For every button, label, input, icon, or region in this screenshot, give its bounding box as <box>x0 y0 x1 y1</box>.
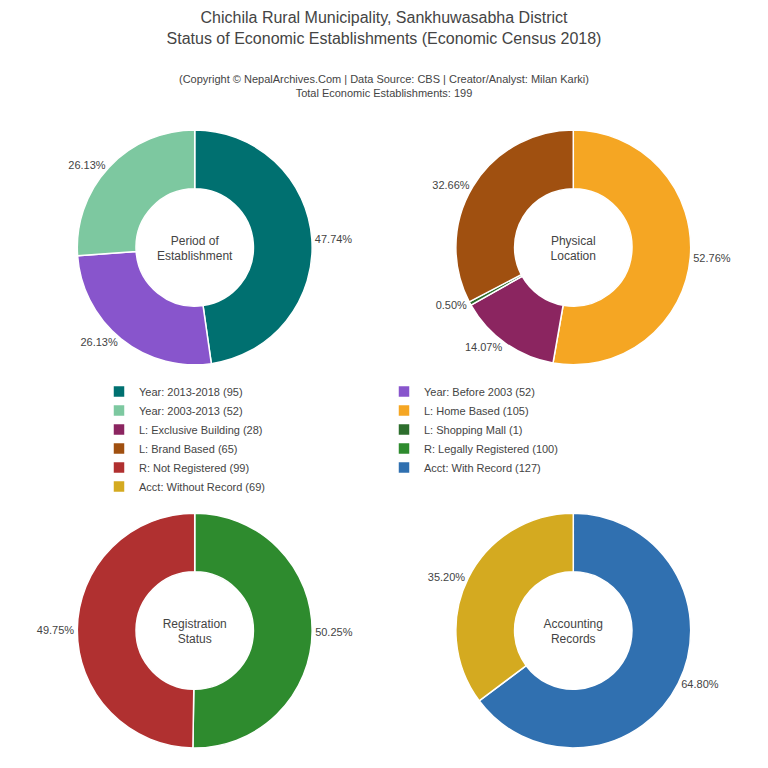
svg-text:L: Exclusive Building (28): L: Exclusive Building (28) <box>139 424 263 436</box>
svg-text:(Copyright © NepalArchives.Com: (Copyright © NepalArchives.Com | Data So… <box>179 73 589 99</box>
svg-text:L: Brand Based (65): L: Brand Based (65) <box>139 443 237 455</box>
svg-text:32.66%: 32.66% <box>432 179 470 191</box>
svg-text:AccountingRecords: AccountingRecords <box>544 617 603 647</box>
svg-text:35.20%: 35.20% <box>428 571 466 583</box>
svg-text:64.80%: 64.80% <box>681 678 719 690</box>
svg-text:14.07%: 14.07% <box>465 341 503 353</box>
svg-text:52.76%: 52.76% <box>693 252 731 264</box>
svg-text:Year: Before 2003 (52): Year: Before 2003 (52) <box>424 386 535 398</box>
svg-text:Chichila Rural Municipality, S: Chichila Rural Municipality, Sankhuwasab… <box>167 9 602 47</box>
svg-text:PhysicalLocation: PhysicalLocation <box>551 234 596 264</box>
svg-text:Acct: With Record (127): Acct: With Record (127) <box>424 462 541 474</box>
svg-text:Period ofEstablishment: Period ofEstablishment <box>157 234 233 264</box>
svg-text:50.25%: 50.25% <box>315 626 353 638</box>
svg-text:L: Home Based (105): L: Home Based (105) <box>424 405 529 417</box>
svg-text:R: Legally Registered (100): R: Legally Registered (100) <box>424 443 558 455</box>
svg-text:Year: 2013-2018 (95): Year: 2013-2018 (95) <box>139 386 243 398</box>
svg-text:47.74%: 47.74% <box>315 233 353 245</box>
svg-text:26.13%: 26.13% <box>68 159 106 171</box>
svg-text:L: Shopping Mall (1): L: Shopping Mall (1) <box>424 424 522 436</box>
svg-text:Year: 2003-2013 (52): Year: 2003-2013 (52) <box>139 405 243 417</box>
svg-text:R: Not Registered (99): R: Not Registered (99) <box>139 462 249 474</box>
svg-text:49.75%: 49.75% <box>37 624 75 636</box>
svg-text:26.13%: 26.13% <box>80 336 118 348</box>
svg-text:0.50%: 0.50% <box>436 299 467 311</box>
svg-text:RegistrationStatus: RegistrationStatus <box>163 617 227 647</box>
svg-text:Acct: Without Record (69): Acct: Without Record (69) <box>139 481 265 493</box>
